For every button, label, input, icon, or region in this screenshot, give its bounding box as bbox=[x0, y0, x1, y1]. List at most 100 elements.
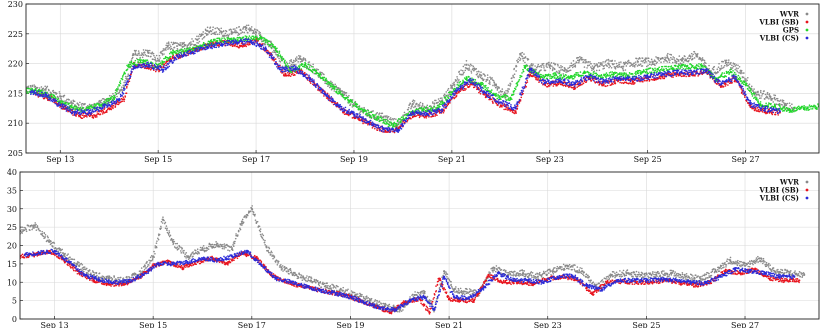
x-tick-label: Sep 15 bbox=[144, 155, 172, 164]
data-point bbox=[83, 116, 85, 119]
data-point bbox=[599, 62, 602, 64]
data-point bbox=[731, 67, 734, 69]
data-point bbox=[378, 120, 381, 123]
data-point bbox=[492, 84, 494, 87]
data-point bbox=[567, 67, 569, 70]
data-point bbox=[746, 79, 748, 82]
data-point bbox=[416, 102, 418, 105]
data-point bbox=[246, 24, 248, 27]
data-point bbox=[639, 71, 641, 74]
data-point bbox=[593, 65, 596, 68]
data-point bbox=[284, 63, 287, 65]
data-point bbox=[154, 70, 157, 73]
data-point bbox=[672, 58, 674, 61]
data-point bbox=[560, 73, 562, 76]
data-point bbox=[524, 67, 526, 70]
data-point bbox=[206, 26, 209, 29]
data-point bbox=[722, 85, 725, 88]
data-point bbox=[186, 45, 189, 48]
data-point bbox=[573, 65, 575, 68]
data-point bbox=[610, 66, 613, 69]
data-point bbox=[132, 53, 135, 55]
data-point bbox=[294, 74, 296, 76]
data-point bbox=[242, 36, 245, 38]
data-point bbox=[570, 76, 572, 79]
data-point bbox=[66, 98, 68, 101]
data-point bbox=[228, 33, 231, 35]
data-point bbox=[735, 64, 738, 66]
data-point bbox=[127, 73, 130, 75]
data-point bbox=[466, 77, 468, 79]
data-point bbox=[310, 64, 312, 67]
data-point bbox=[593, 62, 596, 65]
data-point bbox=[560, 65, 562, 67]
data-point bbox=[705, 62, 707, 65]
data-point bbox=[190, 41, 192, 43]
data-point bbox=[54, 96, 56, 98]
data-point bbox=[299, 64, 301, 66]
data-point bbox=[250, 37, 253, 40]
data-point bbox=[258, 32, 260, 35]
data-point bbox=[578, 84, 581, 87]
data-point bbox=[238, 25, 241, 28]
data-point bbox=[158, 54, 161, 57]
data-point bbox=[324, 82, 327, 85]
data-point bbox=[198, 33, 201, 36]
data-point bbox=[506, 95, 509, 98]
data-point bbox=[409, 102, 411, 105]
data-point bbox=[468, 67, 471, 69]
data-point bbox=[380, 115, 383, 117]
data-point bbox=[292, 61, 295, 64]
data-point bbox=[400, 121, 402, 124]
data-point bbox=[156, 57, 159, 60]
data-point bbox=[734, 68, 737, 71]
data-point bbox=[688, 54, 691, 56]
data-point bbox=[638, 57, 641, 59]
data-point bbox=[762, 92, 765, 95]
data-point bbox=[638, 64, 641, 67]
data-point bbox=[623, 73, 626, 75]
data-point bbox=[262, 40, 265, 42]
data-point bbox=[655, 78, 657, 81]
data-point bbox=[258, 31, 260, 33]
data-point bbox=[230, 37, 233, 40]
data-point bbox=[480, 81, 482, 84]
data-point bbox=[378, 112, 381, 114]
data-point bbox=[311, 71, 314, 74]
data-point bbox=[490, 91, 493, 94]
data-point bbox=[158, 59, 160, 61]
data-point bbox=[608, 60, 610, 62]
data-point bbox=[591, 65, 594, 67]
data-point bbox=[158, 69, 161, 72]
data-point bbox=[170, 45, 172, 48]
data-point bbox=[62, 95, 65, 98]
data-point bbox=[441, 100, 444, 103]
data-point bbox=[333, 90, 336, 92]
data-point bbox=[44, 97, 46, 99]
data-point bbox=[474, 79, 477, 81]
data-point bbox=[558, 72, 561, 75]
data-point bbox=[281, 55, 283, 58]
data-point bbox=[161, 52, 163, 55]
data-point bbox=[201, 44, 204, 47]
data-point bbox=[675, 60, 678, 63]
data-point bbox=[733, 80, 736, 83]
data-point bbox=[604, 74, 606, 77]
data-point bbox=[145, 60, 147, 62]
data-point bbox=[342, 94, 344, 97]
data-point bbox=[181, 43, 184, 46]
data-point bbox=[592, 71, 595, 73]
data-point bbox=[159, 57, 161, 59]
data-point bbox=[145, 55, 148, 57]
data-point bbox=[88, 107, 91, 110]
data-point bbox=[777, 100, 780, 102]
data-point bbox=[295, 59, 298, 62]
data-point bbox=[195, 38, 198, 41]
data-point bbox=[430, 107, 432, 109]
data-point bbox=[63, 94, 66, 97]
data-point bbox=[631, 80, 634, 82]
data-point bbox=[635, 57, 638, 60]
data-point bbox=[406, 119, 409, 122]
data-point bbox=[345, 91, 348, 94]
data-point bbox=[643, 61, 646, 64]
